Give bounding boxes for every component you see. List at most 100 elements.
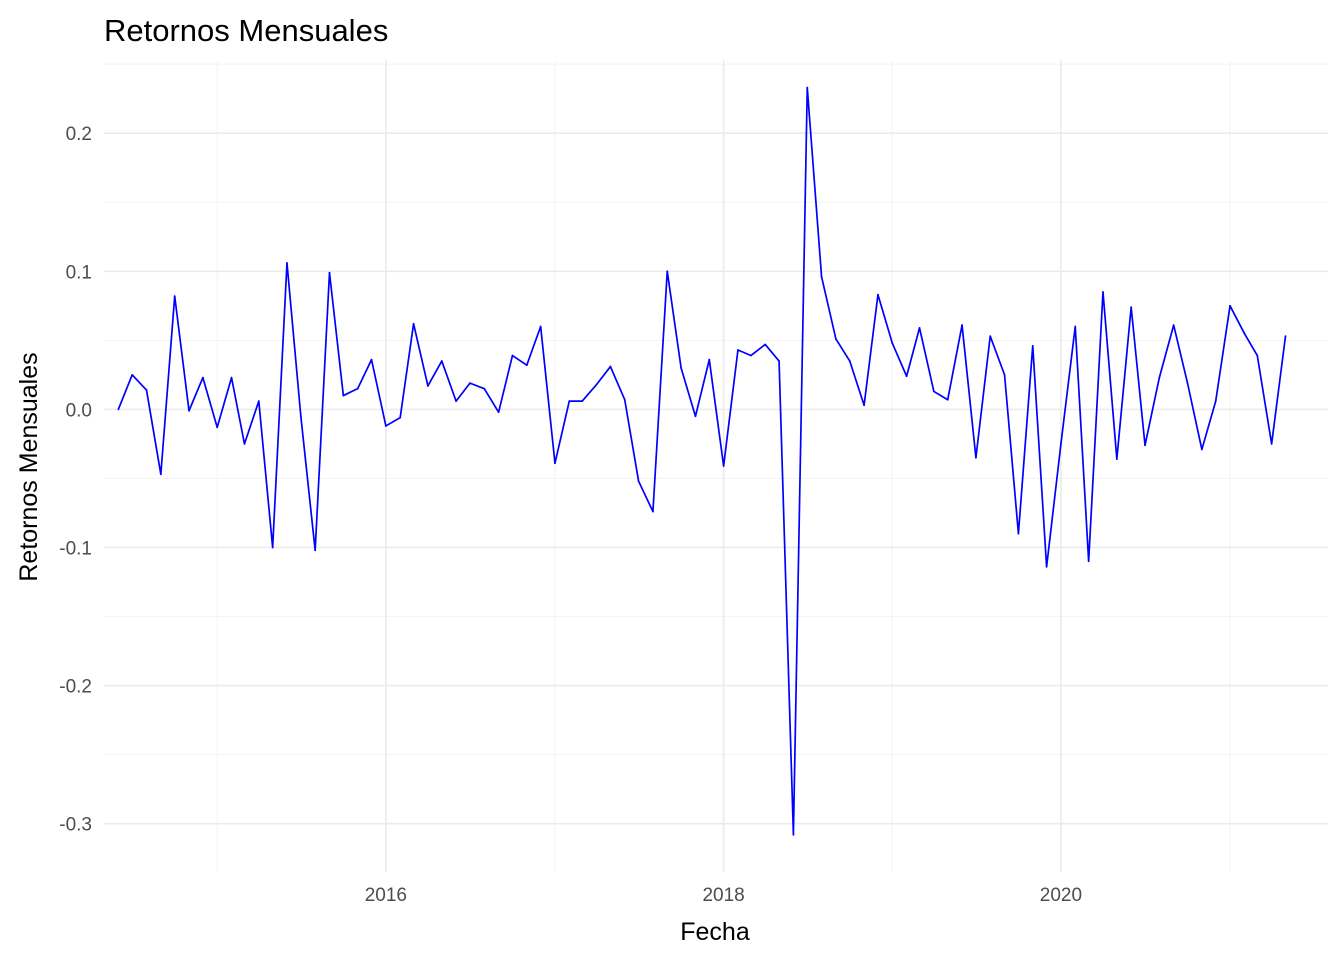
data-point [286, 262, 288, 264]
data-point [399, 416, 402, 419]
data-point [342, 394, 345, 397]
x-axis-title: Fecha [680, 918, 750, 946]
data-point [694, 415, 697, 418]
data-point [356, 387, 359, 390]
data-point [666, 270, 669, 273]
data-point [835, 338, 837, 340]
data-point [1087, 560, 1090, 563]
x-tick-label: 2016 [365, 885, 407, 906]
data-point [145, 389, 148, 391]
data-point [539, 325, 542, 328]
data-point [201, 376, 204, 379]
data-point [764, 343, 767, 346]
major-gridlines [104, 60, 1328, 872]
data-point [188, 409, 190, 412]
data-point [117, 408, 120, 411]
data-point [778, 360, 780, 362]
y-axis-tick-labels: 0.2 0.1 0.0 -0.1 -0.2 -0.3 [59, 124, 92, 835]
data-point [1115, 458, 1118, 460]
data-point [932, 390, 935, 393]
data-point [271, 546, 274, 549]
data-point [1256, 354, 1259, 357]
data-point [497, 411, 500, 414]
data-point [609, 365, 612, 368]
data-point [749, 354, 752, 357]
data-point [1270, 443, 1273, 445]
data-point [1214, 400, 1217, 402]
minor-gridlines [104, 60, 1328, 872]
data-point [891, 342, 894, 344]
data-point [257, 400, 260, 402]
data-point [173, 295, 176, 298]
data-point [1130, 306, 1133, 309]
data-point [1003, 373, 1006, 376]
data-point [455, 400, 457, 402]
data-point [806, 86, 809, 89]
series-line [117, 86, 1287, 836]
data-point [1172, 324, 1175, 327]
series-layer [117, 86, 1287, 836]
data-point [1200, 448, 1203, 451]
data-point [1060, 443, 1062, 445]
y-axis-title: Retornos Mensuales [15, 352, 43, 581]
data-point [1045, 565, 1048, 568]
data-point [1102, 291, 1104, 293]
data-point [427, 385, 429, 387]
data-point [820, 275, 823, 278]
data-point [1144, 444, 1146, 447]
data-point [863, 404, 865, 407]
y-tick-label: 0.0 [66, 400, 92, 421]
data-point [230, 376, 233, 379]
data-point [440, 360, 443, 362]
x-axis-tick-labels: 2016 2018 2020 [365, 885, 1082, 906]
data-point [581, 400, 584, 402]
data-point [1186, 382, 1189, 385]
data-point [483, 387, 486, 390]
data-point [568, 400, 571, 402]
data-point [946, 398, 949, 401]
data-point [328, 271, 331, 274]
data-point [975, 456, 977, 459]
data-point [652, 510, 654, 513]
data-point [961, 324, 963, 327]
data-point [918, 327, 921, 329]
data-point [595, 383, 598, 386]
data-point [243, 443, 246, 445]
y-tick-label: -0.3 [59, 815, 92, 836]
y-tick-label: 0.1 [66, 262, 92, 283]
data-point [131, 373, 134, 376]
data-point [1284, 335, 1287, 338]
data-point [1074, 325, 1077, 328]
data-point [159, 473, 162, 476]
y-tick-label: -0.2 [59, 677, 92, 698]
data-point [525, 364, 528, 367]
data-point [737, 349, 739, 351]
data-point [623, 398, 626, 401]
y-tick-label: 0.2 [66, 124, 92, 145]
data-point [1031, 344, 1034, 347]
data-point [1243, 332, 1246, 335]
data-point [314, 549, 317, 552]
data-point [216, 426, 219, 429]
data-point [554, 462, 556, 465]
data-point [469, 382, 471, 385]
data-point [722, 465, 725, 467]
x-tick-label: 2020 [1040, 885, 1082, 906]
data-point [848, 360, 851, 362]
data-point [708, 358, 711, 361]
data-point [989, 335, 992, 338]
data-point [511, 354, 514, 357]
data-point [299, 415, 302, 418]
data-point [1017, 532, 1020, 535]
data-point [792, 833, 795, 836]
data-point [680, 367, 683, 369]
data-point [1158, 376, 1161, 379]
y-tick-label: -0.1 [59, 538, 92, 559]
data-point [384, 425, 387, 427]
data-point [412, 322, 415, 325]
x-tick-label: 2018 [702, 885, 744, 906]
data-point [1229, 304, 1231, 307]
chart-title: Retornos Mensuales [104, 13, 388, 48]
data-point [877, 293, 879, 296]
